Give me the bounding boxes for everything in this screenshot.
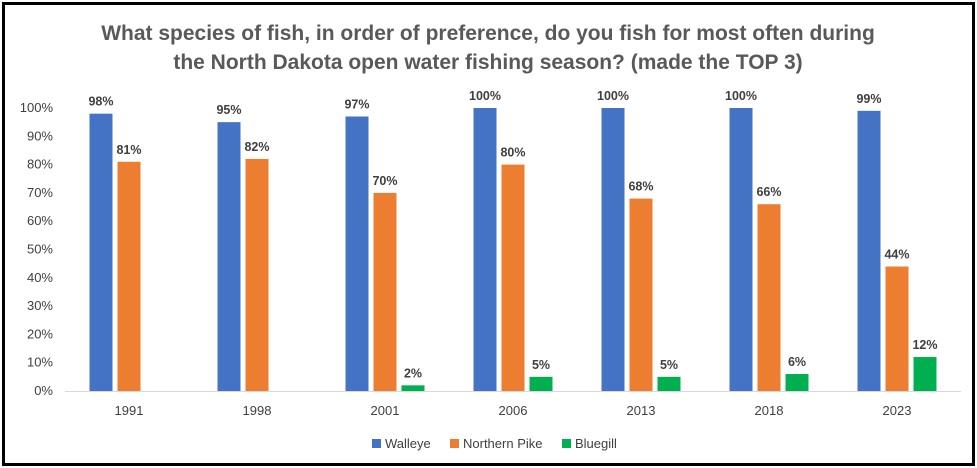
data-label: 98% xyxy=(88,95,113,109)
y-tick-label: 50% xyxy=(27,242,53,257)
data-label: 100% xyxy=(469,89,501,103)
x-tick-label: 2001 xyxy=(371,403,400,418)
x-tick-label: 2006 xyxy=(499,403,528,418)
y-tick-label: 70% xyxy=(27,185,53,200)
data-label: 81% xyxy=(116,143,141,157)
legend-swatch-bluegill xyxy=(562,439,571,448)
x-tick-label: 2018 xyxy=(755,403,784,418)
bar-bluegill-2006 xyxy=(529,376,553,391)
x-tick-label: 1991 xyxy=(115,403,144,418)
y-tick-label: 100% xyxy=(20,100,54,115)
data-label: 82% xyxy=(244,140,269,154)
data-label: 2% xyxy=(404,366,422,380)
data-label: 12% xyxy=(912,338,937,352)
bar-northern-pike-2018 xyxy=(757,204,781,391)
legend-label: Bluegill xyxy=(575,436,617,451)
y-tick-label: 90% xyxy=(27,128,53,143)
y-axis: 0% 10% 20% 30% 40% 50% 60% 70% 80% 90% 100% xyxy=(20,100,54,398)
x-tick-label: 1998 xyxy=(243,403,272,418)
bar-walleye-1991 xyxy=(89,113,113,391)
legend-swatch-northern-pike xyxy=(450,439,459,448)
y-tick-label: 60% xyxy=(27,213,53,228)
data-label: 68% xyxy=(628,180,653,194)
data-label: 95% xyxy=(216,103,241,117)
bar-walleye-2001 xyxy=(345,116,369,392)
bar-bluegill-2013 xyxy=(657,376,681,391)
y-tick-label: 0% xyxy=(34,383,53,398)
bar-walleye-2013 xyxy=(601,108,625,391)
bar-bluegill-2023 xyxy=(913,357,937,391)
legend-swatch-walleye xyxy=(372,439,381,448)
bar-bluegill-2018 xyxy=(785,374,809,391)
y-tick-label: 20% xyxy=(27,326,53,341)
data-label: 70% xyxy=(372,174,397,188)
bar-chart: What species of fish, in order of prefer… xyxy=(20,22,961,451)
bar-northern-pike-2001 xyxy=(373,192,397,391)
bar-bluegill-2001 xyxy=(401,385,425,391)
data-label: 44% xyxy=(884,247,909,261)
data-label: 97% xyxy=(344,97,369,111)
bar-northern-pike-2013 xyxy=(629,198,653,391)
y-tick-label: 10% xyxy=(27,355,53,370)
bar-walleye-2023 xyxy=(857,110,881,391)
data-label: 5% xyxy=(660,358,678,372)
chart-title-line-1: What species of fish, in order of prefer… xyxy=(101,22,875,45)
y-tick-label: 30% xyxy=(27,298,53,313)
data-label: 66% xyxy=(756,185,781,199)
chart-title-line-2: the North Dakota open water fishing seas… xyxy=(173,51,802,74)
data-label: 6% xyxy=(788,355,806,369)
legend-label: Northern Pike xyxy=(463,436,542,451)
bar-northern-pike-1998 xyxy=(245,158,269,391)
y-tick-label: 80% xyxy=(27,157,53,172)
data-label: 5% xyxy=(532,358,550,372)
data-label: 99% xyxy=(856,92,881,106)
legend-label: Walleye xyxy=(385,436,431,451)
bar-walleye-2006 xyxy=(473,108,497,391)
x-tick-label: 2023 xyxy=(883,403,912,418)
legend: Walleye Northern Pike Bluegill xyxy=(372,436,617,451)
y-tick-label: 40% xyxy=(27,270,53,285)
bar-walleye-1998 xyxy=(217,122,241,392)
bars: 98% 81% 95% 82% 97% 70% 2% 100% 80% 5% 100% 68% 5% 10… xyxy=(88,89,938,392)
x-tick-label: 2013 xyxy=(627,403,656,418)
bar-northern-pike-2023 xyxy=(885,266,909,391)
data-label: 100% xyxy=(597,89,629,103)
bar-northern-pike-2006 xyxy=(501,164,525,391)
bar-walleye-2018 xyxy=(729,108,753,391)
data-label: 80% xyxy=(500,146,525,160)
x-axis: 1991 1998 2001 2006 2013 2018 2023 xyxy=(115,403,912,418)
data-label: 100% xyxy=(725,89,757,103)
bar-northern-pike-1991 xyxy=(117,161,141,391)
